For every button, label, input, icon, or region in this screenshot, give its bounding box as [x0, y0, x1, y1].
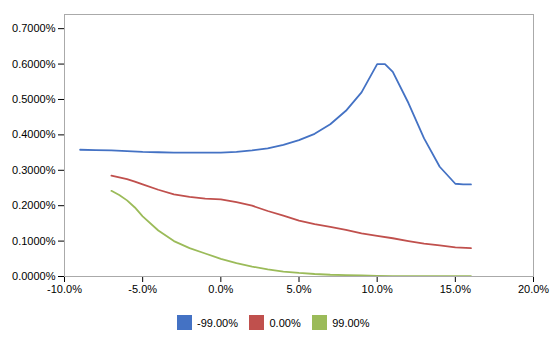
svg-text:-10.0%: -10.0% [47, 283, 82, 295]
svg-text:20.0%: 20.0% [518, 283, 549, 295]
svg-text:0.7000%: 0.7000% [12, 22, 56, 34]
html-text:-99.00%: -99.00% [197, 316, 238, 329]
html-text:0.00%: 0.00% [269, 316, 301, 329]
svg-text:-5.0%: -5.0% [128, 283, 157, 295]
svg-text:0.0%: 0.0% [208, 283, 233, 295]
svg-text:10.0%: 10.0% [362, 283, 393, 295]
svg-text:0.5000%: 0.5000% [12, 93, 56, 105]
svg-text:5.0%: 5.0% [286, 283, 311, 295]
svg-text:0.1000%: 0.1000% [12, 235, 56, 247]
svg-text:0.2000%: 0.2000% [12, 199, 56, 211]
svg-text:0.4000%: 0.4000% [12, 128, 56, 140]
html-text:99.00%: 99.00% [332, 316, 370, 329]
svg-text:0.6000%: 0.6000% [12, 58, 56, 70]
svg-text:0.0000%: 0.0000% [12, 270, 56, 282]
svg-text:0.3000%: 0.3000% [12, 164, 56, 176]
svg-text:15.0%: 15.0% [440, 283, 471, 295]
